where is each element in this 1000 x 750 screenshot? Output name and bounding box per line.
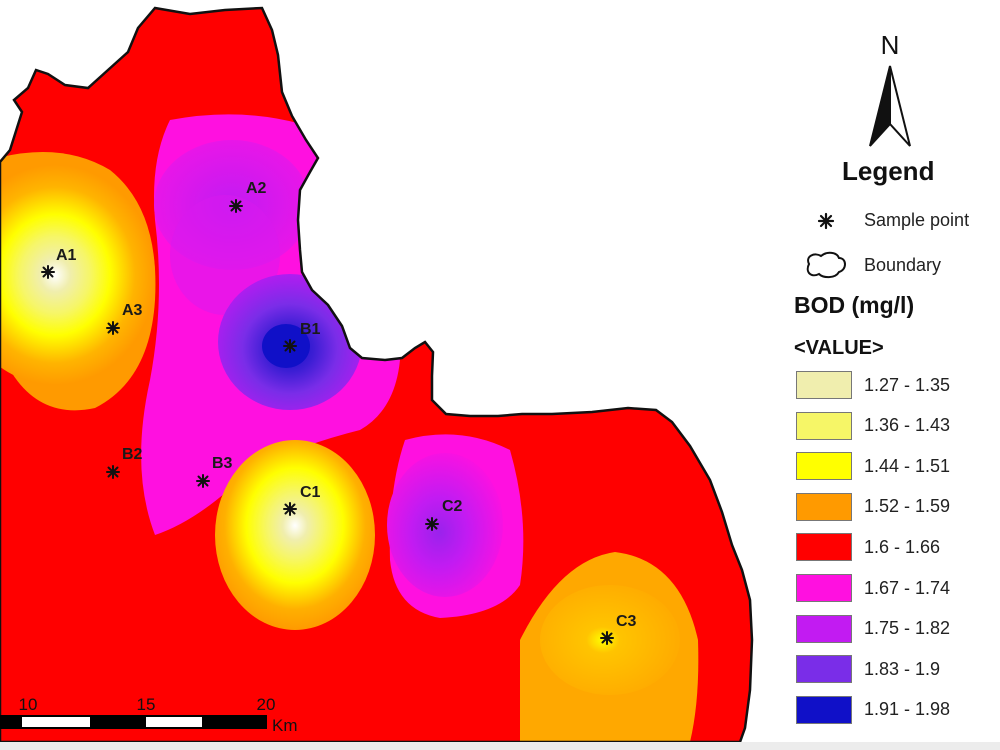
legend-class-label: 1.44 - 1.51 xyxy=(864,455,951,476)
legend-sample-point: Sample point xyxy=(798,210,969,231)
north-letter: N xyxy=(880,30,900,60)
legend-class-swatch xyxy=(796,614,852,643)
sample-point-icon xyxy=(798,211,854,231)
sample-point-label-c2: C2 xyxy=(442,498,463,515)
legend-class-label: 1.83 - 1.9 xyxy=(864,658,941,679)
legend-class-label: 1.67 - 1.74 xyxy=(864,577,951,598)
legend-value-title: <VALUE> xyxy=(794,337,884,359)
sample-point-label-b3: B3 xyxy=(212,455,233,472)
legend-boundary-label: Boundary xyxy=(864,254,942,275)
scale-tick-10: 10 xyxy=(19,695,38,714)
legend-class-label: 1.52 - 1.59 xyxy=(864,496,951,517)
legend-class-row: 1.52 - 1.59 xyxy=(796,492,950,522)
sample-point-marker-b2 xyxy=(106,465,120,479)
legend-class-row: 1.36 - 1.43 xyxy=(796,411,950,441)
legend-sample-point-label: Sample point xyxy=(864,210,970,230)
legend-class-row: 1.75 - 1.82 xyxy=(796,614,950,644)
legend-class-row: 1.67 - 1.74 xyxy=(796,573,950,603)
sample-point-label-b1: B1 xyxy=(300,321,321,338)
legend-class-swatch xyxy=(796,411,852,440)
sample-point-marker-c3 xyxy=(600,631,614,645)
legend-class-label: 1.36 - 1.43 xyxy=(864,415,951,436)
legend-class-swatch xyxy=(796,452,852,481)
bottom-edge xyxy=(0,742,1000,750)
scale-tick-20: 20 xyxy=(257,695,276,714)
legend-class-row: 1.6 - 1.66 xyxy=(796,532,940,562)
boundary-icon xyxy=(798,250,854,280)
legend-class-row: 1.44 - 1.51 xyxy=(796,451,950,481)
legend-class-row: 1.91 - 1.98 xyxy=(796,695,950,725)
legend-class-row: 1.83 - 1.9 xyxy=(796,654,940,684)
sample-point-marker-a1 xyxy=(41,265,55,279)
north-arrow: N xyxy=(860,30,920,150)
legend-class-label: 1.75 - 1.82 xyxy=(864,618,951,639)
scale-bar-segment xyxy=(202,716,266,728)
north-arrow-icon xyxy=(869,65,911,147)
legend-variable-title: BOD (mg/l) xyxy=(794,292,915,318)
legend-class-label: 1.6 - 1.66 xyxy=(864,536,941,557)
legend-class-row: 1.27 - 1.35 xyxy=(796,370,950,400)
scale-bar-segment xyxy=(0,716,22,728)
scale-bar-segment xyxy=(90,716,146,728)
sample-point-marker-b3 xyxy=(196,474,210,488)
scale-tick-15: 15 xyxy=(137,695,156,714)
sample-point-marker-c2 xyxy=(425,517,439,531)
sample-point-marker-b1 xyxy=(283,339,297,353)
sample-points: A1 A2 A3 B1 B2 B3 C1 C2 C3 xyxy=(41,180,637,645)
legend-class-swatch xyxy=(796,533,852,562)
sample-point-marker-a3 xyxy=(106,321,120,335)
scale-bar: 10 15 20 Km xyxy=(0,695,298,735)
sample-point-label-b2: B2 xyxy=(122,446,143,463)
legend-class-swatch xyxy=(796,371,852,399)
sample-point-label-c1: C1 xyxy=(300,484,321,501)
legend-class-swatch xyxy=(796,492,852,521)
sample-point-label-a1: A1 xyxy=(56,247,77,264)
legend-class-label: 1.91 - 1.98 xyxy=(864,699,951,720)
legend-title: Legend xyxy=(842,156,935,186)
scale-unit: Km xyxy=(272,716,298,735)
legend-boundary: Boundary xyxy=(798,250,941,280)
sample-point-label-c3: C3 xyxy=(616,613,637,630)
legend-class-swatch xyxy=(796,655,852,684)
legend-class-label: 1.27 - 1.35 xyxy=(864,374,951,395)
sample-point-label-a2: A2 xyxy=(246,180,267,197)
legend-class-swatch xyxy=(796,695,852,724)
sample-point-marker-a2 xyxy=(229,199,243,213)
legend-class-swatch xyxy=(796,574,852,602)
sample-point-label-a3: A3 xyxy=(122,302,143,319)
sample-point-marker-c1 xyxy=(283,502,297,516)
